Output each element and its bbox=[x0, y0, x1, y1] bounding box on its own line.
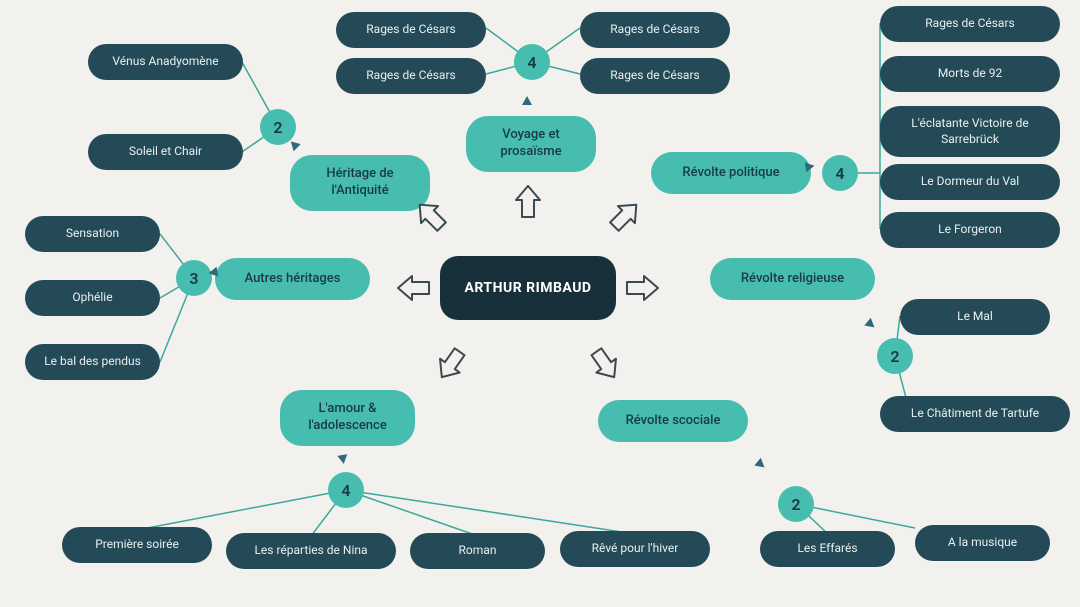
category-voyage-prosaisme: Voyage et prosaïsme bbox=[466, 116, 596, 172]
leaf-voyage-prosaisme-2: Rages de Césars bbox=[336, 12, 486, 48]
leaf-amour-adolescence-19: Rêvé pour l'hiver bbox=[560, 531, 710, 567]
small-arrow-6 bbox=[754, 458, 767, 471]
small-arrow-5 bbox=[337, 454, 348, 465]
category-revolte-sociale: Révolte scociale bbox=[598, 400, 748, 442]
leaf-voyage-prosaisme-5: Rages de Césars bbox=[580, 58, 730, 94]
center-label: ARTHUR RIMBAUD bbox=[464, 279, 591, 297]
leaf-autres-heritages-11: Sensation bbox=[25, 216, 160, 252]
count-revolte-sociale: 2 bbox=[778, 486, 814, 522]
category-heritage-antiquite: Héritage de l'Antiquité bbox=[290, 155, 430, 211]
leaf-amour-adolescence-17: Les réparties de Nina bbox=[226, 533, 396, 569]
leaf-revolte-politique-10: Le Forgeron bbox=[880, 212, 1060, 248]
radial-arrow-6 bbox=[582, 341, 627, 388]
radial-arrow-5 bbox=[428, 341, 473, 388]
leaf-voyage-prosaisme-4: Rages de Césars bbox=[580, 12, 730, 48]
category-amour-adolescence: L'amour & l'adolescence bbox=[280, 390, 415, 446]
category-autres-heritages: Autres héritages bbox=[215, 258, 370, 300]
leaf-revolte-religieuse-14: Le Mal bbox=[900, 299, 1050, 335]
small-arrow-4 bbox=[864, 318, 877, 331]
count-voyage-prosaisme: 4 bbox=[514, 44, 550, 80]
center-node: ARTHUR RIMBAUD bbox=[440, 256, 616, 320]
small-arrow-3 bbox=[208, 267, 219, 278]
small-arrow-1 bbox=[522, 96, 532, 105]
leaf-revolte-religieuse-15: Le Châtiment de Tartufe bbox=[880, 396, 1070, 432]
leaf-revolte-politique-9: Le Dormeur du Val bbox=[880, 164, 1060, 200]
count-revolte-politique: 4 bbox=[822, 155, 858, 191]
leaf-heritage-antiquite-0: Vénus Anadyomène bbox=[88, 44, 243, 80]
leaf-revolte-politique-7: Morts de 92 bbox=[880, 56, 1060, 92]
category-revolte-religieuse: Révolte religieuse bbox=[710, 258, 875, 300]
leaf-amour-adolescence-16: Première soirée bbox=[62, 527, 212, 563]
leaf-autres-heritages-12: Ophélie bbox=[25, 280, 160, 316]
leaf-voyage-prosaisme-3: Rages de Césars bbox=[336, 58, 486, 94]
count-amour-adolescence: 4 bbox=[328, 472, 364, 508]
leaf-revolte-politique-8: L'éclatante Victoire de Sarrebrück bbox=[880, 106, 1060, 157]
radial-arrow-2 bbox=[602, 193, 649, 240]
leaf-heritage-antiquite-1: Soleil et Chair bbox=[88, 134, 243, 170]
small-arrow-2 bbox=[805, 161, 816, 172]
radial-arrow-3 bbox=[396, 273, 432, 303]
leaf-revolte-politique-6: Rages de Césars bbox=[880, 6, 1060, 42]
leaf-revolte-sociale-20: Les Effarés bbox=[760, 531, 895, 567]
category-revolte-politique: Révolte politique bbox=[651, 152, 811, 194]
radial-arrow-4 bbox=[624, 273, 660, 303]
count-revolte-religieuse: 2 bbox=[877, 338, 913, 374]
radial-arrow-1 bbox=[513, 184, 543, 220]
count-autres-heritages: 3 bbox=[176, 260, 212, 296]
leaf-autres-heritages-13: Le bal des pendus bbox=[25, 344, 160, 380]
leaf-amour-adolescence-18: Roman bbox=[410, 533, 545, 569]
leaf-revolte-sociale-21: A la musique bbox=[915, 525, 1050, 561]
